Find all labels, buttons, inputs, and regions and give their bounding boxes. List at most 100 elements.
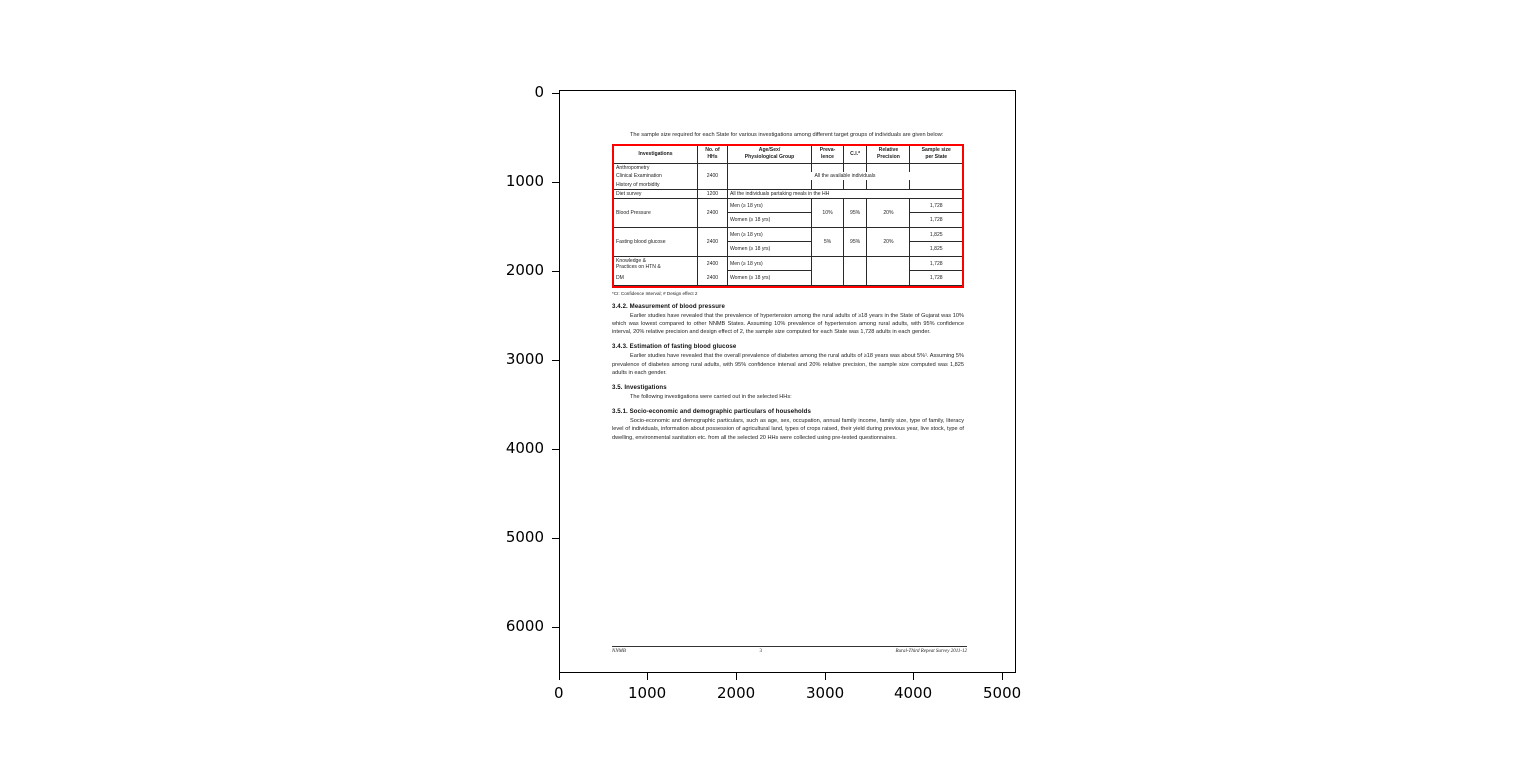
x-tick-label-5000: 5000 bbox=[983, 684, 1022, 702]
y-tick-label-6000: 6000 bbox=[505, 617, 544, 635]
x-tick-label-4000: 4000 bbox=[894, 684, 933, 702]
cell-ci-blank-1 bbox=[842, 162, 868, 172]
x-tick-label-3000: 3000 bbox=[806, 684, 845, 702]
th-no-of-hhs-line2: HHs bbox=[707, 154, 718, 161]
y-tick-mark-2000 bbox=[552, 270, 559, 272]
cell-hhs-knowledge-2: 2400 bbox=[696, 270, 728, 286]
section-heading-35: 3.5. Investigations bbox=[612, 384, 667, 392]
table-row: Fasting blood glucose 2400 Men (≥ 18 yrs… bbox=[614, 226, 962, 257]
cell-investigation-knowledge-2: DM bbox=[614, 270, 698, 286]
knowledge-label-line2: Practices on HTN & bbox=[616, 263, 661, 270]
table-row: History of morbidity bbox=[614, 180, 962, 190]
x-tick-mark-0 bbox=[558, 673, 560, 680]
cell-prev-blank-2 bbox=[811, 180, 844, 190]
th-prevalence-line2: lence bbox=[820, 154, 835, 161]
th-ci: C.I.* bbox=[842, 146, 868, 164]
y-tick-mark-0 bbox=[552, 92, 559, 94]
cell-prevalence-fbg: 5% bbox=[811, 226, 844, 257]
x-tick-mark-1000 bbox=[647, 673, 649, 680]
cell-group-kp-men: Men (≥ 18 yrs) bbox=[726, 255, 813, 272]
cell-hhs-blank-1 bbox=[696, 162, 728, 172]
cell-group-kp-women: Women (≥ 18 yrs) bbox=[726, 270, 813, 286]
cell-sample-size-bp-men: 1,728 bbox=[909, 198, 962, 214]
sample-size-table: Investigations No. of HHs Age/Sex/ Physi… bbox=[614, 146, 962, 286]
cell-sample-size-fbg-men: 1,825 bbox=[909, 226, 962, 243]
cell-precision-bp: 20% bbox=[866, 198, 911, 228]
table-row: Blood Pressure 2400 Men (≥ 18 yrs) 10% 9… bbox=[614, 198, 962, 228]
table-row: Anthropometry bbox=[614, 162, 962, 172]
footer-right: Rural-Third Repeat Survey 2011-12 bbox=[895, 649, 967, 654]
x-tick-label-1000: 1000 bbox=[628, 684, 667, 702]
cell-precision-fbg: 20% bbox=[866, 226, 911, 257]
cell-investigation-diet-survey: Diet survey bbox=[614, 188, 698, 200]
cell-ci-fbg: 95% bbox=[842, 226, 868, 257]
cell-investigation-history-morbidity: History of morbidity bbox=[614, 180, 698, 190]
th-group-line2: Physiological Group bbox=[744, 154, 795, 161]
cell-sample-size-kp-men: 1,728 bbox=[909, 255, 962, 272]
cell-hhs-diet-survey: 1200 bbox=[696, 188, 728, 200]
th-investigations: Investigations bbox=[614, 146, 698, 164]
th-no-of-hhs: No. of HHs bbox=[696, 146, 728, 164]
cell-rp-kp-1 bbox=[866, 255, 911, 271]
cell-investigation-fasting-glucose: Fasting blood glucose bbox=[614, 226, 698, 257]
footer-page-number: 3 bbox=[759, 649, 762, 654]
y-tick-mark-3000 bbox=[552, 359, 559, 361]
th-sample-size: Sample size per State bbox=[909, 146, 962, 164]
cell-ci-bp: 95% bbox=[842, 198, 868, 228]
cell-group-bp-men: Men (≥ 18 yrs) bbox=[726, 198, 813, 214]
th-prevalence-line1: Preva- bbox=[819, 147, 836, 154]
cell-group-fbg-women: Women (≥ 18 yrs) bbox=[726, 241, 813, 257]
sample-size-table-highlight-box: Investigations No. of HHs Age/Sex/ Physi… bbox=[612, 144, 964, 288]
cell-hhs-block1: 2400 bbox=[696, 171, 728, 181]
cell-investigation-anthropometry: Anthropometry bbox=[614, 162, 698, 172]
intro-paragraph: The sample size required for each State … bbox=[630, 132, 944, 138]
table-header-row: Investigations No. of HHs Age/Sex/ Physi… bbox=[614, 146, 962, 164]
table-row: Diet survey 1200 All the individuals par… bbox=[614, 188, 962, 200]
x-tick-label-0: 0 bbox=[554, 684, 564, 702]
cell-sample-size-bp-women: 1,728 bbox=[909, 212, 962, 228]
y-tick-label-4000: 4000 bbox=[505, 439, 544, 457]
table-footnote: *CI: Confidence Interval; # Design effec… bbox=[612, 290, 698, 296]
section-heading-351: 3.5.1. Socio-economic and demographic pa… bbox=[612, 408, 811, 416]
y-tick-mark-5000 bbox=[552, 537, 559, 539]
cell-ci-kp-1 bbox=[842, 255, 868, 271]
cell-group-blank-2 bbox=[726, 180, 813, 190]
cell-prev-blank-1 bbox=[811, 162, 844, 172]
th-group: Age/Sex/ Physiological Group bbox=[726, 146, 813, 164]
cell-ss-blank-1 bbox=[909, 162, 962, 172]
cell-rp-blank-2 bbox=[866, 180, 911, 190]
y-tick-label-1000: 1000 bbox=[505, 172, 544, 190]
cell-group-fbg-men: Men (≥ 18 yrs) bbox=[726, 226, 813, 243]
image-axes: The sample size required for each State … bbox=[559, 90, 1016, 673]
section-body-351: Socio-economic and demographic particula… bbox=[612, 418, 964, 441]
x-tick-mark-5000 bbox=[1002, 673, 1004, 680]
cell-ss-blank-2 bbox=[909, 180, 962, 190]
th-prevalence: Preva- lence bbox=[811, 146, 844, 164]
cell-investigation-blood-pressure: Blood Pressure bbox=[614, 198, 698, 228]
cell-ci-blank-2 bbox=[842, 180, 868, 190]
x-tick-mark-3000 bbox=[824, 673, 826, 680]
cell-hhs-fasting-glucose: 2400 bbox=[696, 226, 728, 257]
cell-group-bp-women: Women (≥ 18 yrs) bbox=[726, 212, 813, 228]
y-tick-mark-4000 bbox=[552, 448, 559, 450]
y-tick-mark-1000 bbox=[552, 181, 559, 183]
x-tick-label-2000: 2000 bbox=[717, 684, 756, 702]
table-row: Women (≥ 18 yrs) 1,825 bbox=[614, 241, 962, 257]
table-row: Knowledge & Practices on HTN & 2400 Men … bbox=[614, 255, 962, 272]
section-heading-342: 3.4.2. Measurement of blood pressure bbox=[612, 302, 725, 310]
th-ss-line2: per State bbox=[925, 154, 948, 161]
cell-hhs-blank-2 bbox=[696, 180, 728, 190]
section-body-343: Earlier studies have revealed that the o… bbox=[612, 353, 964, 376]
cell-prev-kp-2 bbox=[811, 270, 844, 286]
y-tick-mark-6000 bbox=[552, 626, 559, 628]
cell-investigation-knowledge-1: Knowledge & Practices on HTN & bbox=[614, 255, 698, 271]
y-tick-label-0: 0 bbox=[534, 83, 544, 101]
section-heading-343: 3.4.3. Estimation of fasting blood gluco… bbox=[612, 343, 737, 351]
table-row: DM 2400 Women (≥ 18 yrs) 1,728 bbox=[614, 270, 962, 286]
cell-ci-kp-2 bbox=[842, 270, 868, 286]
cell-group-diet-survey: All the individuals partaking meals in t… bbox=[726, 188, 962, 200]
table-row: Women (≥ 18 yrs) 1,728 bbox=[614, 212, 962, 228]
section-body-342: Earlier studies have revealed that the p… bbox=[612, 312, 964, 336]
section-body-35: The following investigations were carrie… bbox=[630, 394, 792, 401]
